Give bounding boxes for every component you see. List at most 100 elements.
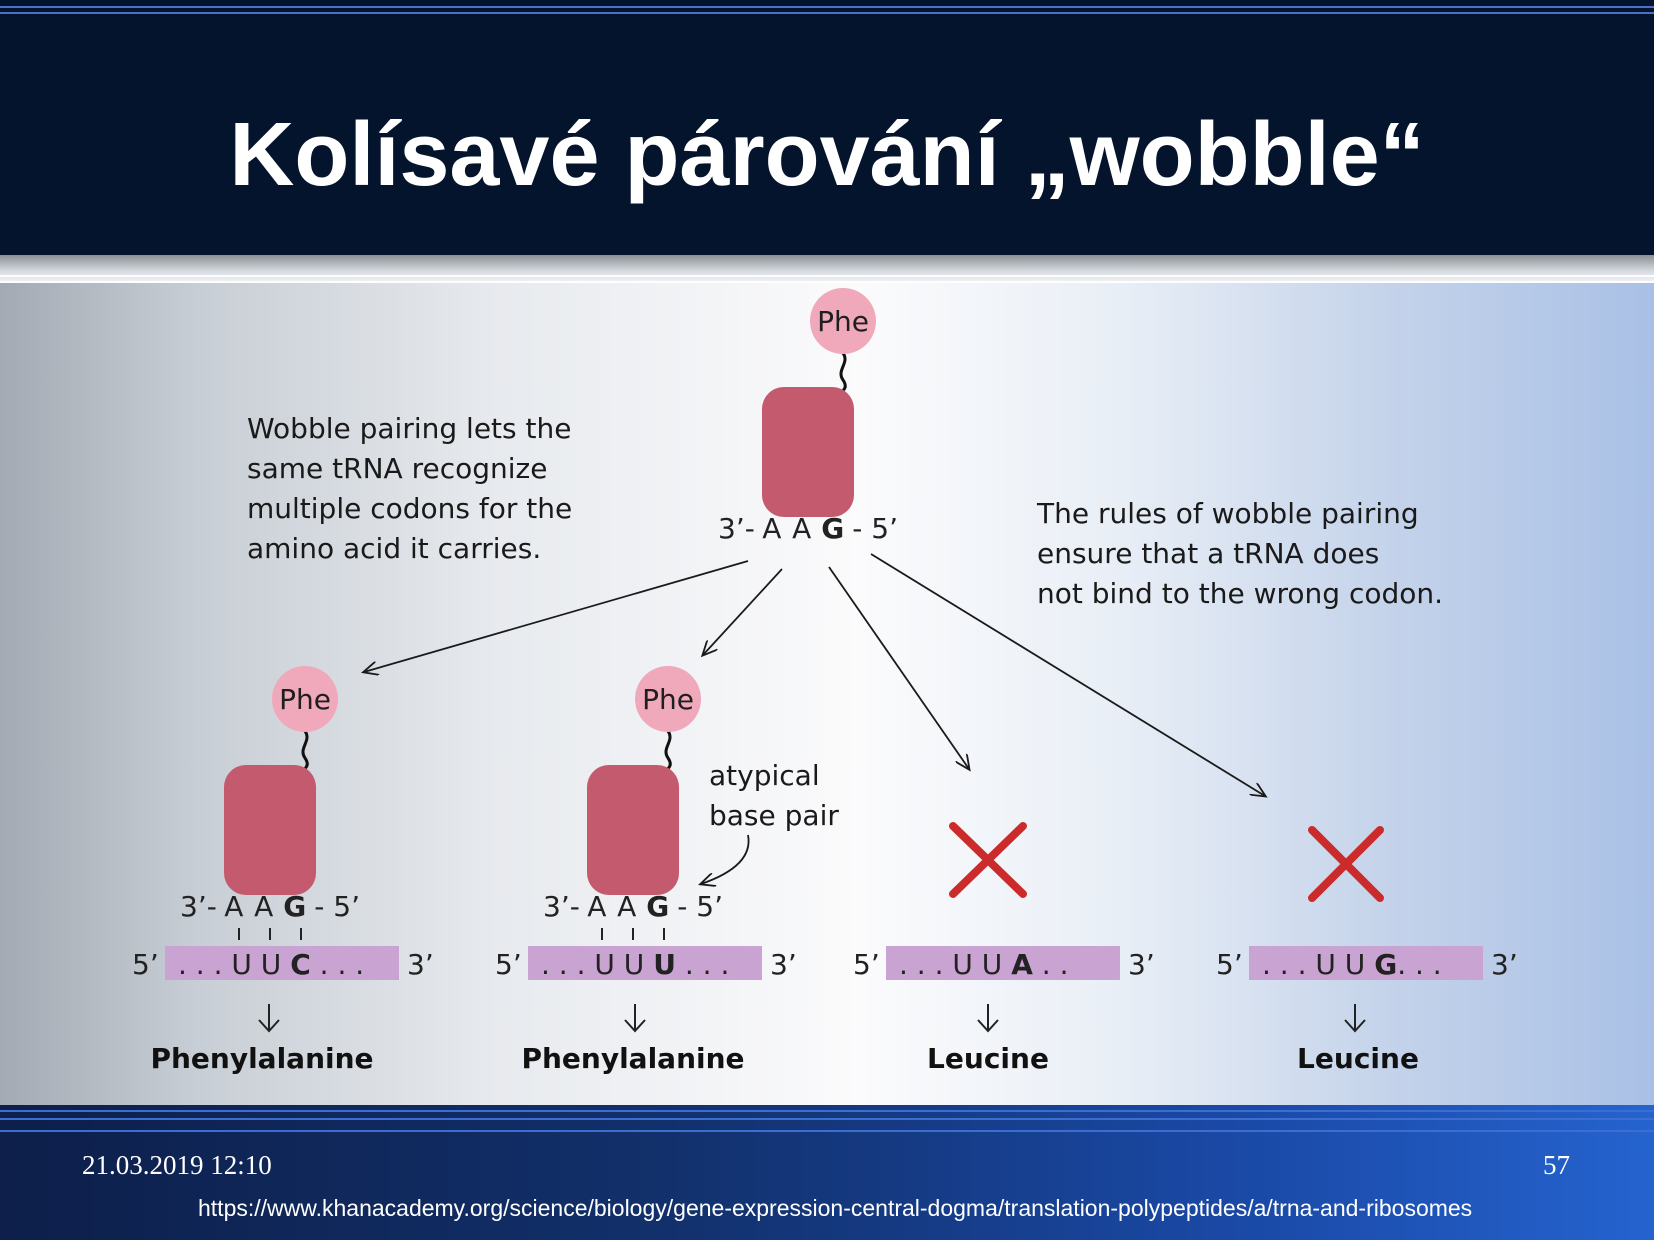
panel-1: Phe 3’- A A G - 5’ 5’ . . . U U C . . . 3’ P… bbox=[132, 666, 434, 1075]
amino-circle-top bbox=[810, 288, 876, 354]
band-line-2 bbox=[0, 281, 1654, 283]
anticodon-panel-2-b2: A bbox=[617, 890, 636, 923]
mrna-3end-panel-4: 3’ bbox=[1491, 948, 1518, 981]
cross-panel-3 bbox=[949, 822, 1027, 898]
anticodon-top-b3: G bbox=[821, 512, 844, 545]
header-line-top-2 bbox=[0, 12, 1654, 14]
arrow-to-panel-3 bbox=[828, 566, 969, 769]
mrna-3end-panel-1: 3’ bbox=[407, 948, 434, 981]
anticodon-panel-2-b3: G bbox=[646, 890, 669, 923]
codon-panel-2: . . . U U U . . . bbox=[541, 948, 729, 981]
down-arrow-panel-1 bbox=[258, 1004, 280, 1033]
slide-title: Kolísavé párování „wobble“ bbox=[229, 105, 1425, 205]
result-panel-1: Phenylalanine bbox=[150, 1042, 373, 1075]
anticodon-panel-2-3end: 3’- bbox=[543, 890, 579, 923]
cross-panel-4 bbox=[1308, 826, 1384, 902]
note-right-line-3: not bind to the wrong codon. bbox=[1037, 577, 1443, 610]
anticodon-panel-1-b1: A bbox=[224, 890, 244, 923]
band-line-1 bbox=[0, 275, 1654, 277]
footer-source-url: https://www.khanacademy.org/science/biol… bbox=[198, 1195, 1473, 1221]
panel-3: 5’ . . . U U A . . 3’ Leucine bbox=[853, 822, 1155, 1075]
mrna-bar-panel-1 bbox=[165, 946, 399, 980]
mrna-bar-panel-4 bbox=[1249, 946, 1483, 980]
codon-panel-2-pre: . . . U U bbox=[541, 948, 653, 981]
mrna-3end-panel-3: 3’ bbox=[1128, 948, 1155, 981]
note-left-line-3: multiple codons for the bbox=[247, 492, 572, 525]
header-line-top bbox=[0, 6, 1654, 8]
arrow-atypical bbox=[701, 834, 750, 884]
down-arrow-panel-4 bbox=[1344, 1004, 1366, 1033]
result-panel-4: Leucine bbox=[1297, 1042, 1419, 1075]
codon-panel-4-post: . . . bbox=[1397, 948, 1442, 981]
anticodon-panel-1-b2: A bbox=[254, 890, 273, 923]
down-arrow-panel-3 bbox=[977, 1004, 999, 1033]
result-panel-2: Phenylalanine bbox=[521, 1042, 744, 1075]
anticodon-panel-2-b1: A bbox=[587, 890, 607, 923]
mrna-bar-panel-3 bbox=[886, 946, 1120, 980]
amino-circle-panel-1 bbox=[272, 666, 338, 732]
note-right-line-1: The rules of wobble pairing bbox=[1036, 497, 1419, 530]
amino-label-panel-2: Phe bbox=[642, 683, 694, 716]
anticodon-top-5end: - 5’ bbox=[852, 512, 898, 545]
mrna-5end-panel-3: 5’ bbox=[853, 948, 880, 981]
codon-panel-1-wobble: C bbox=[290, 948, 311, 981]
mrna-bar-panel-2 bbox=[528, 946, 762, 980]
anticodon-panel-2-5end: - 5’ bbox=[677, 890, 723, 923]
note-right-line-2: ensure that a tRNA does bbox=[1037, 537, 1379, 570]
codon-panel-3-wobble: A bbox=[1011, 948, 1033, 981]
amino-label-top: Phe bbox=[817, 305, 869, 338]
anticodon-top-3end: 3’- bbox=[718, 512, 754, 545]
anticodon-panel-1-3end: 3’- bbox=[180, 890, 216, 923]
footer-line-2 bbox=[0, 1118, 1654, 1120]
note-atypical-line-1: atypical bbox=[709, 759, 820, 792]
amino-circle-panel-2 bbox=[635, 666, 701, 732]
codon-panel-2-wobble: U bbox=[653, 948, 676, 981]
anticodon-panel-1-5end: - 5’ bbox=[314, 890, 360, 923]
slide-header bbox=[0, 0, 1654, 255]
codon-panel-1-pre: . . . U U bbox=[178, 948, 290, 981]
note-left-line-1: Wobble pairing lets the bbox=[247, 412, 571, 445]
linker-top bbox=[838, 352, 847, 394]
footer-line-3 bbox=[0, 1130, 1654, 1132]
anticodon-top-b2: A bbox=[792, 512, 811, 545]
anticodon-panel-1-b3: G bbox=[283, 890, 306, 923]
mrna-5end-panel-1: 5’ bbox=[132, 948, 159, 981]
anticodon-panel-2: 3’- A A G - 5’ bbox=[543, 890, 723, 923]
mrna-5end-panel-2: 5’ bbox=[495, 948, 522, 981]
codon-panel-1-post: . . . bbox=[311, 948, 364, 981]
anticodon-top-b1: A bbox=[762, 512, 782, 545]
codon-panel-4-wobble: G bbox=[1374, 948, 1397, 981]
note-left-line-2: same tRNA recognize bbox=[247, 452, 547, 485]
codon-panel-4-pre: . . . U U bbox=[1262, 948, 1374, 981]
codon-panel-4: . . . U U G. . . bbox=[1262, 948, 1442, 981]
slide-footer bbox=[0, 1105, 1654, 1240]
linker-panel-2 bbox=[663, 730, 672, 772]
panel-2: Phe 3’- A A G - 5’ 5’ . . . U U U . . . 3’ P… bbox=[0, 0, 901, 1075]
trna-body-top bbox=[762, 387, 854, 517]
mrna-3end-panel-2: 3’ bbox=[770, 948, 797, 981]
arrow-to-panel-2 bbox=[703, 568, 783, 655]
linker-panel-1 bbox=[300, 730, 309, 772]
arrow-to-panel-1 bbox=[364, 560, 749, 672]
codon-panel-2-post: . . . bbox=[676, 948, 729, 981]
trna-body-panel-2 bbox=[587, 765, 679, 895]
mrna-5end-panel-4: 5’ bbox=[1216, 948, 1243, 981]
note-atypical: atypical base pair bbox=[0, 0, 901, 832]
footer-date: 21.03.2019 12:10 bbox=[82, 1150, 272, 1180]
trna-top: Phe 3’- A A G - 5’ bbox=[718, 288, 898, 545]
codon-panel-3: . . . U U A . . bbox=[899, 948, 1068, 981]
note-atypical-line-2: base pair bbox=[709, 799, 839, 832]
footer-line-1 bbox=[0, 1110, 1654, 1112]
codon-panel-3-post: . . bbox=[1033, 948, 1069, 981]
anticodon-panel-1: 3’- A A G - 5’ bbox=[180, 890, 360, 923]
codon-panel-3-pre: . . . U U bbox=[899, 948, 1011, 981]
result-panel-3: Leucine bbox=[927, 1042, 1049, 1075]
codon-panel-1: . . . U U C . . . bbox=[178, 948, 364, 981]
panel-4: 5’ . . . U U G. . . 3’ Leucine bbox=[1216, 826, 1518, 1075]
header-band bbox=[0, 255, 1654, 283]
amino-label-panel-1: Phe bbox=[279, 683, 331, 716]
note-left: Wobble pairing lets the same tRNA recogn… bbox=[0, 0, 635, 565]
note-left-line-4: amino acid it carries. bbox=[247, 532, 541, 565]
note-right: The rules of wobble pairing ensure that … bbox=[0, 0, 1488, 610]
